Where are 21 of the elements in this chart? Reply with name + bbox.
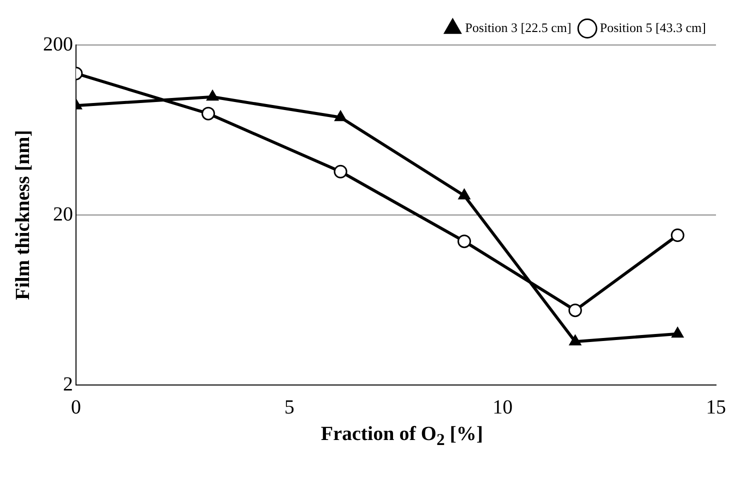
legend-label: Position 5 [43.3 cm] (600, 20, 706, 35)
legend-label: Position 3 [22.5 cm] (465, 20, 572, 35)
y-tick-label: 200 (43, 33, 73, 56)
y-tick-label: 2 (63, 373, 73, 396)
x-tick-label: 10 (492, 396, 513, 418)
point (672, 327, 684, 338)
point (568, 304, 582, 318)
point (334, 164, 348, 178)
point (569, 334, 582, 346)
point (206, 90, 218, 101)
point (670, 228, 684, 242)
x-tick-label: 5 (284, 396, 294, 418)
point (334, 110, 346, 122)
x-tick-label: 15 (706, 396, 726, 418)
point (458, 234, 472, 248)
x-tick-label: 0 (71, 396, 81, 418)
y-axis-title: Film thickness [nm] (12, 130, 34, 300)
y-tick-label: 20 (53, 203, 73, 226)
x-axis-title: Fraction of O$_{2}$ [%] (320, 423, 484, 450)
point (458, 188, 470, 200)
point (202, 106, 216, 120)
